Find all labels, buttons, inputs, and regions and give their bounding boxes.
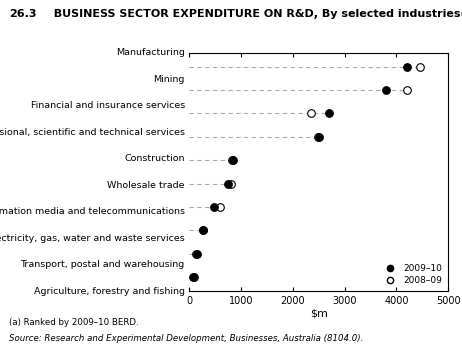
Text: Professional, scientific and technical services: Professional, scientific and technical s… [0, 128, 185, 137]
Text: 26.3: 26.3 [9, 9, 37, 19]
Text: Financial and insurance services: Financial and insurance services [30, 101, 185, 110]
Text: Mining: Mining [153, 75, 185, 84]
Text: Construction: Construction [124, 154, 185, 163]
Text: (a) Ranked by 2009–10 BERD.: (a) Ranked by 2009–10 BERD. [9, 318, 139, 327]
Text: Information media and telecommunications: Information media and telecommunications [0, 207, 185, 216]
Text: Source: Research and Experimental Development, Businesses, Australia (8104.0).: Source: Research and Experimental Develo… [9, 334, 364, 343]
Text: Wholesale trade: Wholesale trade [107, 181, 185, 190]
Text: Transport, postal and warehousing: Transport, postal and warehousing [20, 260, 185, 269]
X-axis label: $m: $m [310, 309, 328, 319]
Text: BUSINESS SECTOR EXPENDITURE ON R&D, By selected industries(a): BUSINESS SECTOR EXPENDITURE ON R&D, By s… [46, 9, 462, 19]
Text: Electricity, gas, water and waste services: Electricity, gas, water and waste servic… [0, 234, 185, 243]
Text: Manufacturing: Manufacturing [116, 48, 185, 57]
Text: Agriculture, forestry and fishing: Agriculture, forestry and fishing [34, 287, 185, 296]
Legend: 2009–10, 2008–09: 2009–10, 2008–09 [379, 263, 444, 287]
